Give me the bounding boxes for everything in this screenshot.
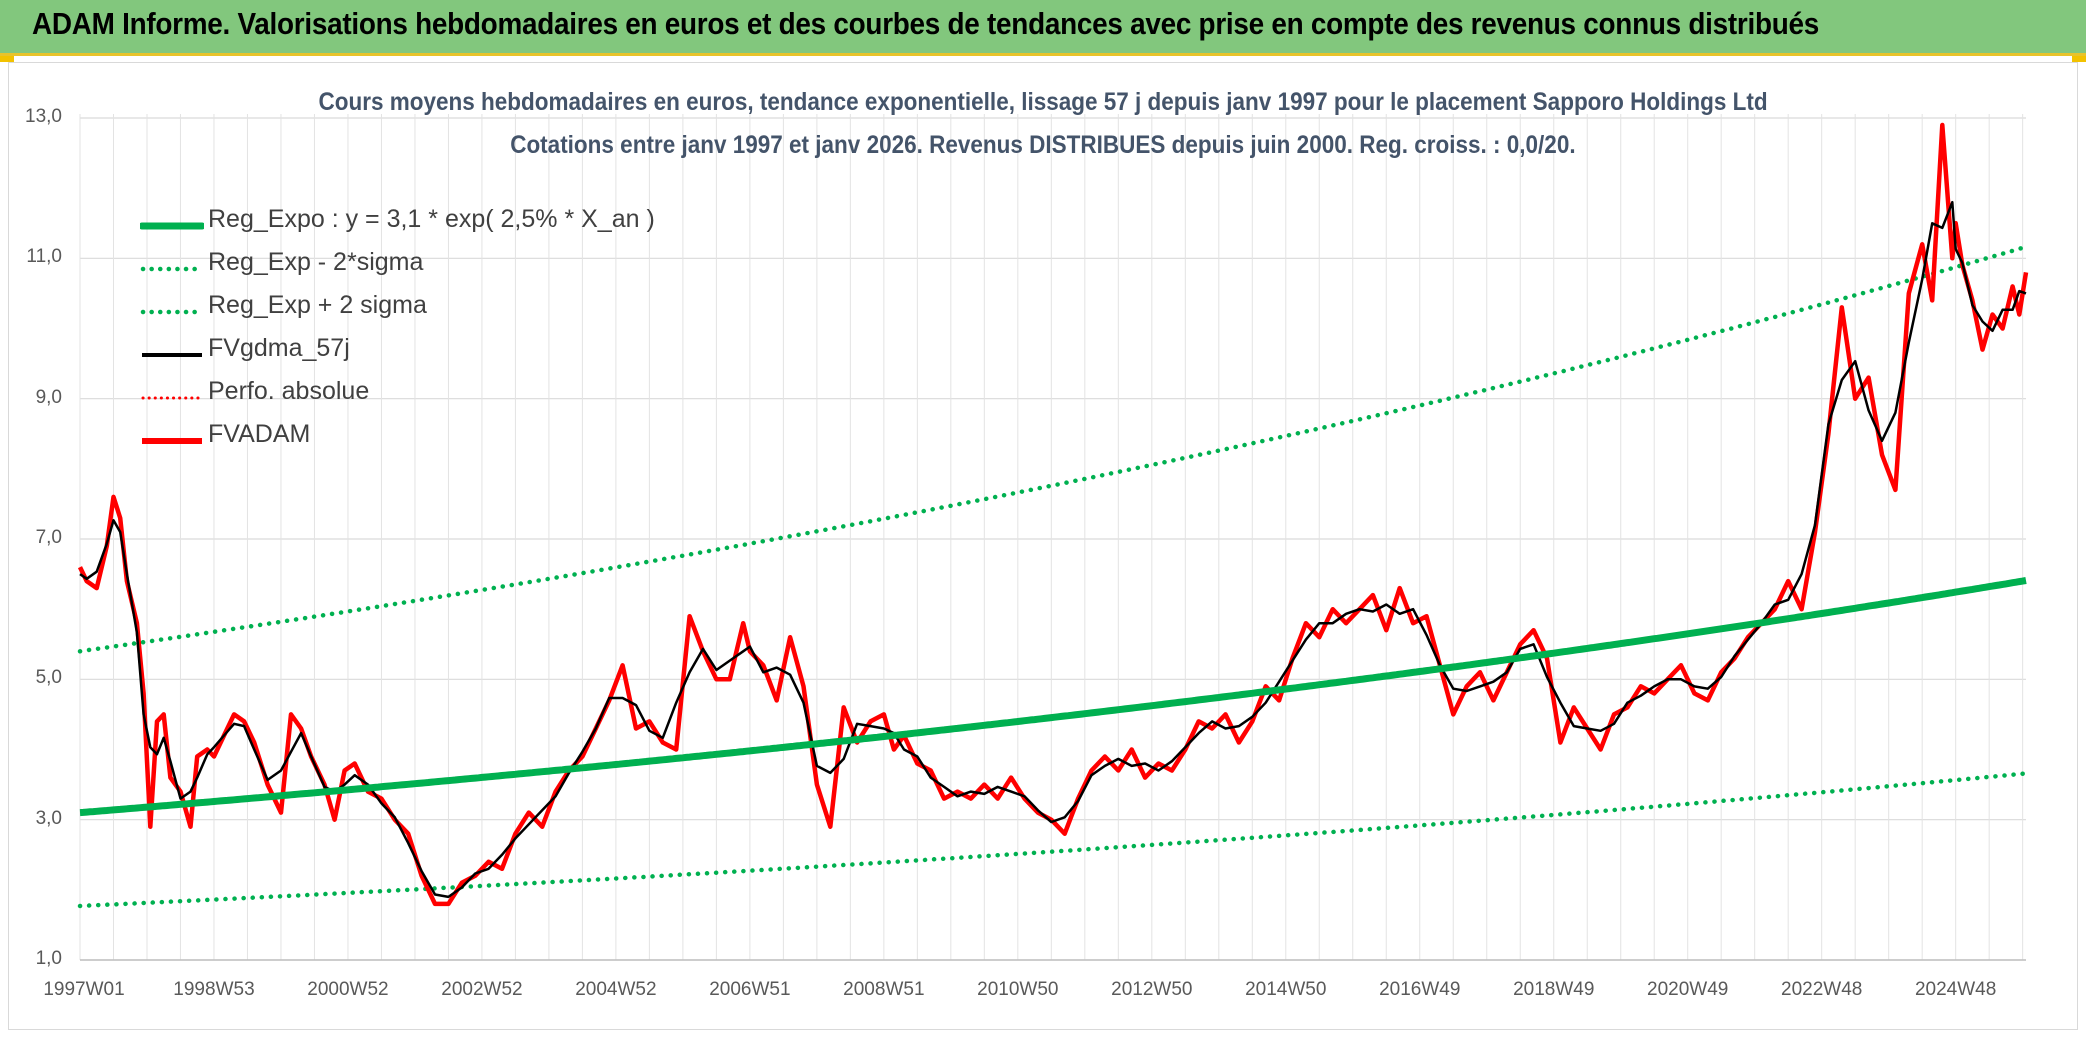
legend-swatch-reg-exp-plus bbox=[140, 309, 204, 315]
x-tick-label: 2010W50 bbox=[977, 979, 1059, 1000]
y-tick-label: 1,0 bbox=[35, 948, 62, 969]
x-tick-label: 2016W49 bbox=[1379, 979, 1461, 1000]
x-tick-label: 2000W52 bbox=[307, 979, 389, 1000]
corner-mark-right bbox=[2072, 56, 2086, 62]
legend-swatch-perfo-absolue bbox=[141, 396, 204, 400]
chart-subtitle-text: Cotations entre janv 1997 et janv 2026. … bbox=[510, 131, 1576, 159]
x-tick-label: 2020W49 bbox=[1647, 979, 1729, 1000]
series-layer bbox=[77, 122, 2029, 909]
x-tick-label: 2022W48 bbox=[1781, 979, 1863, 1000]
x-tick-label: 1998W53 bbox=[173, 979, 255, 1000]
y-tick-label: 9,0 bbox=[35, 386, 62, 408]
grid-lines bbox=[79, 114, 2026, 961]
legend-label-fvadam: FVADAM bbox=[208, 420, 311, 448]
x-tick-label: 2004W52 bbox=[575, 979, 657, 1000]
chart-subtitle: Cotations entre janv 1997 et janv 2026. … bbox=[0, 131, 2086, 160]
legend-label-reg-exp-plus: Reg_Exp + 2 sigma bbox=[208, 291, 427, 319]
legend-label-reg-exp-minus: Reg_Exp - 2*sigma bbox=[208, 248, 424, 276]
series-reg-exp-minus-2sigma bbox=[77, 771, 2029, 909]
legend-swatch-reg-exp-minus bbox=[140, 266, 204, 272]
x-tick-label: 2014W50 bbox=[1245, 979, 1327, 1000]
legend-swatch-reg-expo bbox=[140, 222, 204, 230]
series-reg-expo bbox=[79, 577, 2027, 817]
y-tick-label: 7,0 bbox=[35, 527, 62, 548]
y-tick-label: 3,0 bbox=[35, 807, 62, 829]
x-tick-label: 2018W49 bbox=[1513, 979, 1595, 1000]
legend-swatch-fvgdma bbox=[142, 353, 202, 357]
y-tick-label: 11,0 bbox=[26, 246, 62, 268]
series-reg-exp-plus-2sigma bbox=[77, 244, 2029, 654]
x-tick-label: 2002W52 bbox=[441, 979, 523, 1000]
x-tick-label: 2006W51 bbox=[709, 979, 791, 1000]
y-tick-label: 5,0 bbox=[35, 667, 62, 689]
x-tick-label: 2012W50 bbox=[1111, 979, 1193, 1000]
legend-label-perfo-absolue: Perfo. absolue bbox=[208, 377, 370, 405]
legend-swatch-fvadam bbox=[142, 438, 202, 444]
corner-mark-left bbox=[0, 56, 14, 62]
legend-label-reg-expo: Reg_Expo : y = 3,1 * exp( 2,5% * X_an ) bbox=[208, 205, 655, 233]
x-tick-label: 1997W01 bbox=[43, 979, 125, 1000]
series-fvgdma-57j bbox=[79, 200, 2027, 899]
chart-frame bbox=[8, 62, 2078, 1030]
legend-label-fvgdma: FVgdma_57j bbox=[208, 334, 350, 362]
chart-title-text: Cours moyens hebdomadaires en euros, ten… bbox=[318, 88, 1768, 116]
chart-title: Cours moyens hebdomadaires en euros, ten… bbox=[0, 88, 2086, 117]
x-tick-label: 2008W51 bbox=[843, 979, 925, 1000]
y-tick-label: 13,0 bbox=[25, 106, 62, 127]
report-title: ADAM Informe. Valorisations hebdomadaire… bbox=[32, 6, 1819, 41]
x-tick-label: 2024W48 bbox=[1914, 979, 1997, 1000]
report-banner: ADAM Informe. Valorisations hebdomadaire… bbox=[0, 0, 2086, 56]
